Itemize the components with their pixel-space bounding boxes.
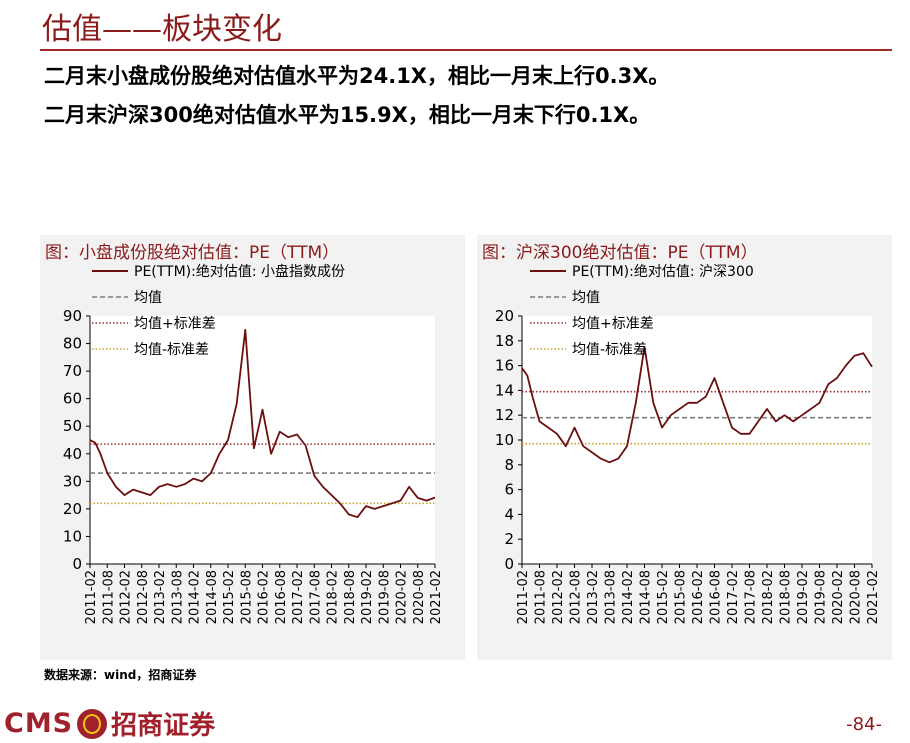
x-tick-label: 2011-08 [101,570,116,624]
legend-item-mean: 均值 [134,290,162,306]
legend-item-mean-plus-std: 均值+标准差 [572,316,654,332]
summary-line-csi300: 二月末沪深300绝对估值水平为15.9X，相比一月末下行0.1X。 [44,103,651,127]
x-tick-label: 2016-02 [257,570,272,624]
y-tick-label: 18 [495,332,514,350]
y-tick-label: 10 [495,431,514,449]
logo-company-name: 招商证券 [111,711,216,741]
y-tick-label: 2 [504,530,514,548]
y-tick-label: 4 [504,505,514,523]
title-divider [40,49,892,51]
y-tick-label: 6 [504,481,514,499]
x-tick-label: 2020-08 [849,570,864,624]
x-tick-label: 2019-02 [360,570,375,624]
x-tick-label: 2014-08 [639,570,654,624]
chart-small-cap-pe: 0 10 20 30 40 50 60 70 80 90 2011-02 2011-08 2012-02… [63,263,444,624]
logo-mark-icon [77,708,108,739]
legend-item-mean-plus-std: 均值+标准差 [134,316,216,332]
x-tick-label: 2017-02 [291,570,306,624]
chart-panel-csi300: 图：沪深300绝对估值：PE（TTM） 0 2 4 6 8 10 12 14 16 18 20 201… [477,235,892,660]
x-tick-label: 2018-02 [326,570,341,624]
y-tick-label: 16 [495,357,514,375]
legend-item-pe: PE(TTM):绝对估值: 小盘指数成份 [134,263,345,280]
y-tick-label: 12 [495,406,514,424]
y-tick-label: 14 [495,381,514,399]
x-tick-label: 2013-08 [604,570,619,624]
y-tick-label: 80 [63,335,82,353]
x-tick-label: 2017-08 [308,570,323,624]
data-source-note: 数据来源：wind，招商证券 [44,668,197,682]
x-tick-label: 2012-08 [569,570,584,624]
y-tick-label: 30 [63,472,82,490]
x-tick-label: 2021-02 [866,570,881,624]
x-tick-label: 2011-02 [516,570,531,624]
x-tick-label: 2021-02 [429,570,444,624]
pe-series-line [89,328,436,519]
x-tick-label: 2012-08 [136,570,151,624]
page-number: -84- [846,714,882,735]
x-tick-label: 2015-08 [674,570,689,624]
x-tick-label: 2018-02 [761,570,776,624]
chart-panel-small-cap: 图：小盘成份股绝对估值：PE（TTM） 0 10 20 30 40 50 60 70 80 90 2… [40,235,465,660]
y-tick-label: 40 [63,445,82,463]
x-tick-label: 2017-02 [726,570,741,624]
x-tick-label: 2012-02 [119,570,134,624]
chart-title: 图：小盘成份股绝对估值：PE（TTM） [45,243,340,263]
y-tick-label: 70 [63,362,82,380]
x-tick-label: 2012-02 [551,570,566,624]
y-tick-label: 10 [63,527,82,545]
x-tick-label: 2013-02 [586,570,601,624]
x-tick-label: 2017-08 [744,570,759,624]
x-tick-label: 2015-08 [239,570,254,624]
x-tick-label: 2018-08 [343,570,358,624]
x-tick-label: 2019-08 [377,570,392,624]
x-tick-label: 2016-08 [274,570,289,624]
x-tick-label: 2015-02 [222,570,237,624]
y-tick-label: 20 [63,500,82,518]
x-tick-label: 2013-02 [153,570,168,624]
summary-line-small-cap: 二月末小盘成份股绝对估值水平为24.1X，相比一月末上行0.3X。 [44,64,670,88]
x-tick-label: 2011-02 [84,570,99,624]
x-tick-label: 2014-02 [188,570,203,624]
x-tick-label: 2014-02 [621,570,636,624]
y-tick-label: 20 [495,307,514,325]
y-tick-label: 90 [63,307,82,325]
x-tick-label: 2011-08 [534,570,549,624]
x-tick-label: 2019-08 [814,570,829,624]
x-tick-label: 2020-02 [831,570,846,624]
x-tick-label: 2013-08 [170,570,185,624]
plot-area [90,316,435,564]
x-tick-label: 2014-08 [205,570,220,624]
y-tick-label: 0 [504,555,514,573]
y-tick-label: 50 [63,417,82,435]
y-tick-label: 8 [504,456,514,474]
company-logo: CMS 招商证券 [4,705,216,741]
x-tick-label: 2019-02 [796,570,811,624]
x-tick-label: 2016-08 [709,570,724,624]
slide-title: 估值——板块变化 [42,12,282,47]
legend-item-mean-minus-std: 均值-标准差 [134,342,209,358]
logo-cms-text: CMS [4,708,74,739]
x-tick-label: 2020-02 [395,570,410,624]
x-tick-label: 2020-08 [412,570,427,624]
pe-series-line [521,346,873,464]
y-tick-label: 0 [72,555,82,573]
legend-item-pe: PE(TTM):绝对估值: 沪深300 [572,264,754,280]
x-tick-label: 2015-02 [656,570,671,624]
x-tick-label: 2016-02 [691,570,706,624]
chart-title: 图：沪深300绝对估值：PE（TTM） [482,243,758,263]
legend-item-mean: 均值 [572,290,600,306]
legend-item-mean-minus-std: 均值-标准差 [572,342,647,358]
x-tick-label: 2018-08 [779,570,794,624]
y-tick-label: 60 [63,390,82,408]
